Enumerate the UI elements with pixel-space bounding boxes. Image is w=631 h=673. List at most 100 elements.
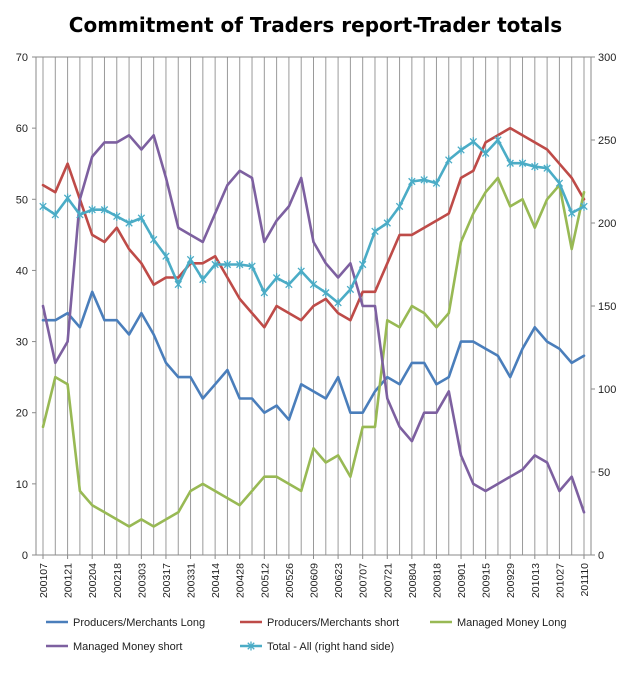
x-tick-label: 200317 [161,563,173,598]
series-group [39,126,588,528]
legend-entry: Managed Money short [46,641,182,653]
series-point-marker [395,201,404,211]
y-right-tick-label: 150 [598,301,616,313]
x-tick-label: 201027 [554,563,566,598]
series-point-marker [39,201,47,211]
series-point-marker [186,255,195,265]
series-3 [41,134,586,514]
series-line [41,134,586,514]
x-tick-label: 201013 [530,563,542,598]
legend-entry: Producers/Merchants short [240,617,399,629]
x-tick-label: 200218 [112,563,124,598]
series-point-marker [174,279,182,289]
series-point-marker [494,135,502,145]
y-right-tick-label: 250 [598,135,616,147]
legend-marker [247,641,255,651]
series-point-marker [432,178,441,188]
series-point-marker [445,155,453,165]
x-tick-label: 200623 [333,563,345,598]
series-point-marker [543,163,551,173]
legend-label: Producers/Merchants short [267,617,399,629]
y-left-tick-label: 70 [16,52,28,64]
series-point-marker [63,193,72,203]
legend-entry: Managed Money Long [430,617,566,629]
legend-label: Managed Money Long [457,617,566,629]
y-left-tick-label: 20 [16,408,28,420]
x-tick-label: 200901 [456,563,468,598]
x-tick-label: 200929 [505,563,517,598]
x-tick-label: 200915 [481,563,493,598]
x-tick-label: 200303 [136,563,148,598]
series-point-marker [346,284,355,294]
legend-label: Producers/Merchants Long [73,617,205,629]
series-point-marker [469,137,478,147]
series-line [41,126,586,329]
y-right-tick-label: 300 [598,52,616,64]
x-tick-label: 200707 [358,563,370,598]
series-point-marker [322,288,330,298]
series-point-marker [457,145,465,155]
legend-label: Managed Money short [73,641,182,653]
x-tick-label: 200526 [284,563,296,598]
series-point-marker [113,211,121,221]
series-point-marker [285,279,293,289]
x-tick-label: 200609 [309,563,321,598]
legend-entry: Total - All (right hand side) [240,641,394,653]
legend: Producers/Merchants Long Producers/Mercha… [46,617,566,653]
series-point-marker [149,235,158,245]
legend-label: Total - All (right hand side) [267,641,394,653]
x-tick-label: 200428 [235,563,247,598]
x-tick-label: 200414 [210,563,222,598]
series-point-marker [358,260,367,269]
x-tick-label: 201110 [579,563,591,597]
gridlines [42,57,585,555]
chart-title: Commitment of Traders report-Trader tota… [69,13,562,37]
series-point-marker [334,298,342,308]
x-tick-label: 200721 [382,563,394,598]
y-left-tick-label: 40 [16,265,28,277]
series-point-marker [211,260,219,269]
series-point-marker [297,266,305,276]
series-point-marker [223,260,232,269]
y-right-tick-label: 200 [598,218,616,230]
series-point-marker [260,288,269,298]
series-point-marker [408,177,416,186]
y-right-tick-label: 0 [598,550,604,562]
series-point-marker [248,261,256,271]
series-point-marker [481,148,490,158]
y-right-tick-label: 100 [598,384,616,396]
series-point-marker [518,158,527,168]
series-point-marker [506,158,514,168]
legend-entry: Producers/Merchants Long [46,617,205,629]
x-tick-label: 200331 [186,563,198,598]
x-tick-label: 200204 [87,563,99,598]
series-0 [41,290,586,422]
series-point-marker [236,260,244,269]
series-point-marker [162,251,170,261]
series-point-marker [76,210,84,220]
series-point-marker [371,226,379,236]
series-point-marker [137,213,146,223]
x-tick-label: 200107 [38,563,50,598]
series-line [41,176,586,528]
y-left-tick-label: 30 [16,337,28,349]
y-left-tick-label: 10 [16,479,28,491]
x-tick-label: 200818 [431,563,443,598]
series-point-marker [309,279,318,289]
y-left-tick-label: 50 [16,194,28,206]
x-tick-label: 200121 [63,563,75,598]
y-left-tick-label: 0 [22,550,28,562]
series-line [41,290,586,422]
series-point-marker [580,201,588,211]
series-point-marker [125,218,133,228]
series-4 [39,135,588,308]
series-point-marker [420,175,428,185]
series-point-marker [199,274,207,284]
series-point-marker [555,178,564,188]
series-1 [41,126,586,329]
series-point-marker [272,273,281,283]
series-2 [41,176,586,528]
